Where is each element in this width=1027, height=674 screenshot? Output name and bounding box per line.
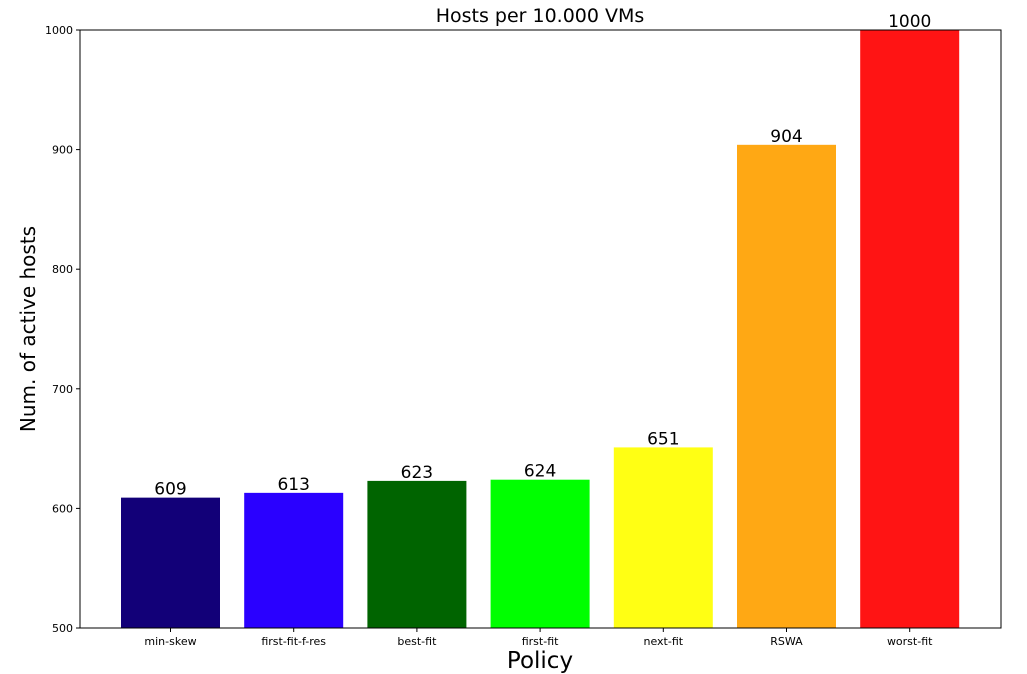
data-label-best-fit: 623 [401,463,433,483]
data-label-min-skew: 609 [154,480,186,500]
data-label-RSWA: 904 [770,127,802,147]
x-tick-label-best-fit: best-fit [397,635,437,648]
data-label-next-fit: 651 [647,429,679,449]
bar-RSWA [737,144,836,629]
x-tick-label-worst-fit: worst-fit [887,635,933,648]
y-tick-label-500: 500 [52,622,73,635]
data-labels-layer: 609 613 623 624 651 904 1000 [154,12,931,500]
x-tick-label-first-fit-f-res: first-fit-f-res [261,635,326,648]
x-tick-label-min-skew: min-skew [144,635,196,648]
bar-worst-fit [860,30,960,628]
y-axis-label: Num. of active hosts [16,226,40,432]
x-axis: min-skew first-fit-f-res best-fit first-fit… [144,628,933,648]
x-tick-label-RSWA: RSWA [770,635,803,648]
bar-first-fit [490,479,590,628]
bar-min-skew [121,497,220,628]
y-tick-label-800: 800 [52,263,73,276]
y-tick-label-600: 600 [52,502,73,515]
y-axis: 500 600 700 800 900 1000 [45,24,80,635]
y-tick-label-700: 700 [52,383,73,396]
bar-next-fit [613,447,713,628]
x-tick-label-next-fit: next-fit [644,635,684,648]
x-axis-label: Policy [507,648,573,674]
chart-title: Hosts per 10.000 VMs [436,5,645,27]
bars-layer [121,30,960,629]
bar-best-fit [367,480,467,628]
data-label-worst-fit: 1000 [888,12,931,32]
data-label-first-fit-f-res: 613 [277,475,309,495]
data-label-first-fit: 624 [524,462,556,482]
bar-first-fit-f-res [244,492,344,628]
x-tick-label-first-fit: first-fit [522,635,559,648]
y-tick-label-900: 900 [52,144,73,157]
y-tick-label-1000: 1000 [45,24,73,37]
